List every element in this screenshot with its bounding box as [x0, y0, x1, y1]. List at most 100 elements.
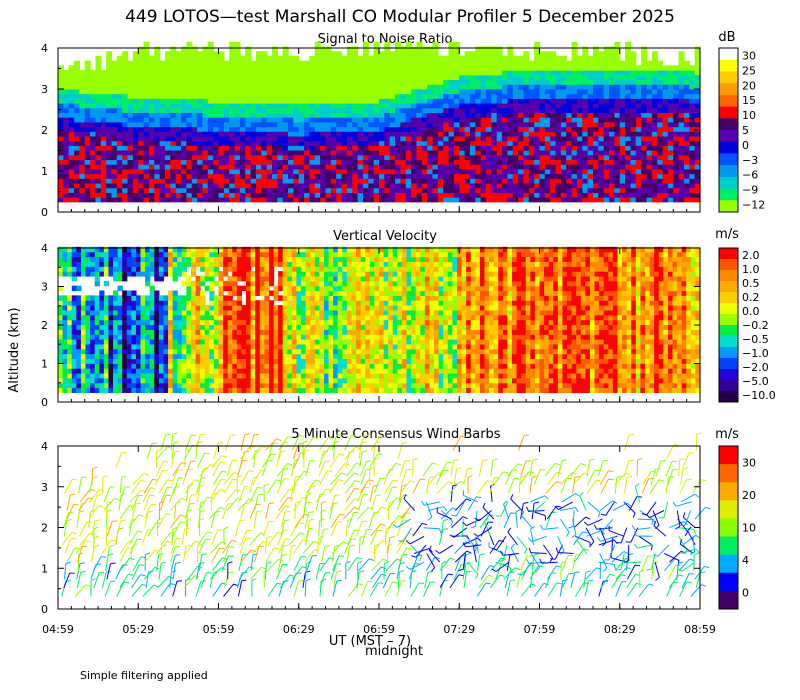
snr-cell [475, 102, 482, 109]
velocity-cell [149, 358, 155, 364]
snr-cell [432, 51, 439, 57]
velocity-cell [181, 334, 187, 340]
snr-cell [352, 88, 359, 95]
velocity-cell [145, 256, 151, 262]
snr-cell [336, 126, 343, 132]
snr-cell [325, 121, 332, 128]
snr-cell [255, 93, 262, 99]
snr-cell [582, 131, 589, 137]
snr-cell [619, 107, 626, 113]
snr-cell [384, 154, 391, 161]
snr-cell [362, 88, 369, 95]
snr-cell [282, 74, 289, 81]
snr-cell [255, 70, 262, 76]
velocity-cell [135, 319, 142, 326]
snr-cell [453, 60, 460, 66]
snr-cell [571, 154, 578, 161]
velocity-cell [186, 343, 192, 350]
snr-cell [288, 79, 294, 85]
snr-cell [74, 197, 80, 203]
snr-cell [266, 197, 273, 203]
snr-cell [373, 79, 380, 85]
snr-cell [571, 79, 578, 85]
velocity-cell [172, 309, 178, 316]
snr-cell [427, 197, 434, 203]
snr-cell [405, 145, 412, 151]
snr-cell [74, 98, 80, 104]
snr-cell [84, 159, 91, 165]
snr-cell [625, 150, 632, 156]
snr-cell [421, 107, 428, 113]
velocity-cell [227, 275, 233, 282]
velocity-cell [158, 314, 165, 321]
velocity-cell [158, 251, 165, 258]
snr-cell [148, 55, 155, 62]
snr-cell [330, 88, 337, 95]
snr-cell [469, 187, 476, 193]
snr-cell [453, 46, 460, 52]
snr-cell [582, 112, 589, 118]
snr-cell [127, 135, 134, 142]
snr-cell [79, 79, 86, 85]
snr-cell [74, 150, 80, 156]
snr-cell [464, 74, 471, 81]
snr-cell [427, 192, 434, 198]
velocity-cell [209, 300, 215, 306]
velocity-cell [62, 246, 68, 253]
snr-cell [122, 197, 129, 203]
snr-cell [239, 187, 246, 193]
velocity-cell [213, 348, 220, 355]
snr-cell [207, 159, 214, 165]
velocity-cell [94, 363, 100, 369]
snr-cell [528, 121, 535, 128]
snr-cell [90, 70, 97, 76]
velocity-cell [213, 309, 220, 316]
snr-cell [127, 60, 134, 66]
velocity-cell [108, 324, 114, 330]
snr-cell [480, 102, 487, 109]
snr-cell [362, 84, 369, 90]
snr-cell [657, 182, 664, 189]
snr-cell [277, 140, 284, 146]
snr-cell [614, 107, 621, 113]
snr-cell [288, 192, 294, 198]
velocity-cell [99, 246, 105, 253]
snr-cell [84, 192, 91, 198]
snr-cell [603, 65, 610, 71]
snr-cell [68, 135, 75, 142]
velocity-cell [163, 251, 169, 258]
snr-cell [229, 93, 236, 99]
snr-cell [416, 126, 423, 132]
velocity-cell [177, 343, 183, 350]
velocity-cell [58, 285, 64, 292]
snr-cell [346, 60, 353, 66]
velocity-cell [58, 372, 64, 379]
snr-cell [68, 107, 75, 113]
velocity-cell [163, 339, 169, 345]
snr-cell [534, 182, 541, 189]
snr-cell [582, 65, 589, 71]
snr-cell [437, 154, 444, 161]
snr-cell [320, 131, 327, 137]
snr-cell [630, 107, 637, 113]
snr-cell [143, 131, 150, 137]
velocity-cell [131, 334, 137, 340]
snr-cell [619, 84, 626, 90]
velocity-cell [103, 387, 110, 393]
snr-cell [512, 164, 519, 170]
velocity-cell [200, 372, 206, 379]
snr-cell [646, 150, 653, 156]
velocity-cell [108, 261, 114, 267]
snr-cell [528, 93, 535, 99]
snr-cell [502, 131, 508, 137]
snr-cell [651, 154, 658, 161]
snr-cell [266, 102, 273, 109]
snr-cell [111, 121, 118, 128]
snr-cell [84, 173, 91, 179]
snr-cell [357, 164, 364, 170]
snr-cell [576, 88, 583, 95]
snr-cell [116, 154, 123, 161]
snr-cell [389, 168, 396, 175]
snr-cell [694, 88, 701, 95]
velocity-cell [126, 261, 132, 267]
